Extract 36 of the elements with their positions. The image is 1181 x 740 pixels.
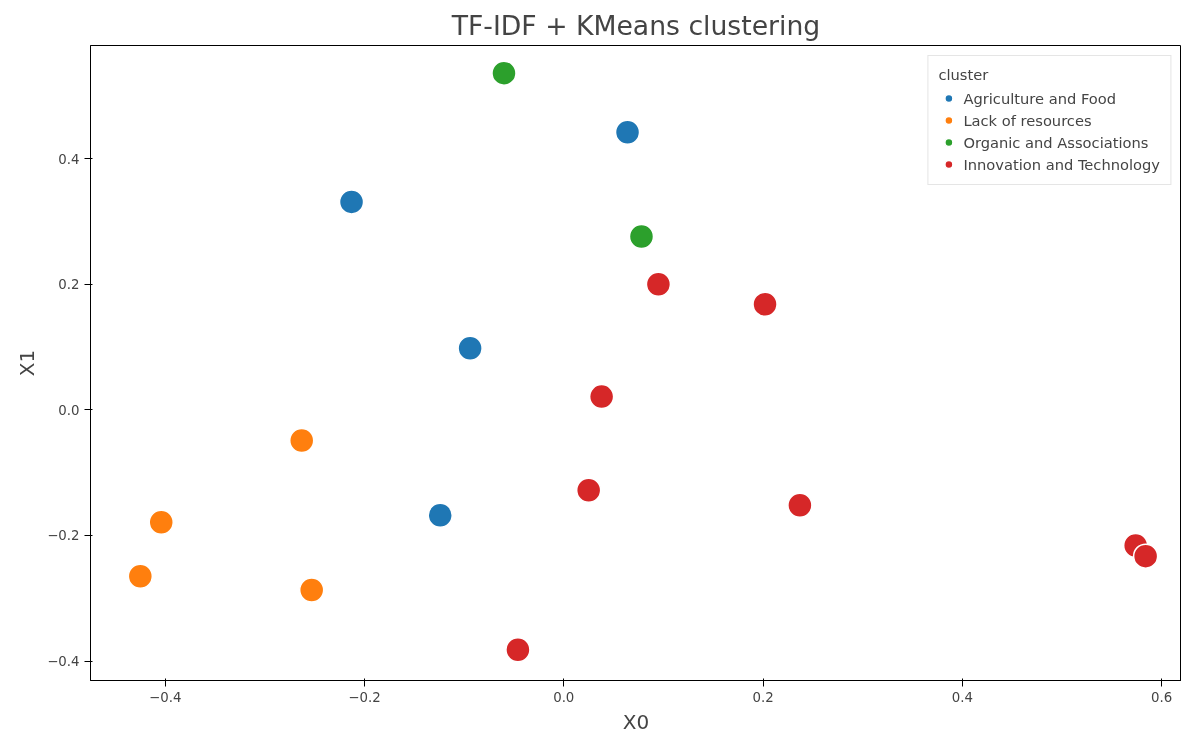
legend-label: Lack of resources <box>963 111 1092 129</box>
y-tick-label: 0.4 <box>58 151 80 167</box>
x-tick-label: −0.4 <box>149 689 182 705</box>
point <box>127 563 154 589</box>
y-tick-label: −0.4 <box>47 654 80 670</box>
legend-label: Innovation and Technology <box>963 155 1160 173</box>
x-tick-label: 0.4 <box>951 689 973 705</box>
y-tick-label: −0.2 <box>47 528 80 544</box>
point <box>787 492 813 518</box>
point <box>614 119 641 145</box>
x-tick-label: 0.0 <box>553 689 575 705</box>
legend-title: cluster <box>938 66 990 83</box>
point <box>288 427 315 454</box>
x-axis-title: X0 <box>622 709 650 734</box>
point <box>628 223 655 250</box>
legend-label: Agriculture and Food <box>963 89 1117 107</box>
point <box>1132 543 1159 569</box>
x-tick-label: 0.2 <box>752 689 774 705</box>
point <box>298 577 325 603</box>
point <box>148 509 174 535</box>
point <box>338 189 365 215</box>
y-axis-title: X1 <box>15 349 40 377</box>
y-tick-label: 0.0 <box>58 402 80 418</box>
legend-label: Organic and Associations <box>963 133 1149 151</box>
x-tick-label: 0.6 <box>1150 689 1173 705</box>
point <box>645 271 672 297</box>
point <box>457 335 483 361</box>
y-tick-label: 0.2 <box>58 277 80 293</box>
point <box>427 502 453 529</box>
chart-title: TF-IDF + KMeans clustering <box>450 9 821 41</box>
point <box>505 637 531 663</box>
x-tick-label: −0.2 <box>348 689 381 705</box>
point <box>575 477 602 503</box>
point <box>752 291 778 317</box>
point <box>588 383 615 410</box>
point <box>491 60 517 86</box>
